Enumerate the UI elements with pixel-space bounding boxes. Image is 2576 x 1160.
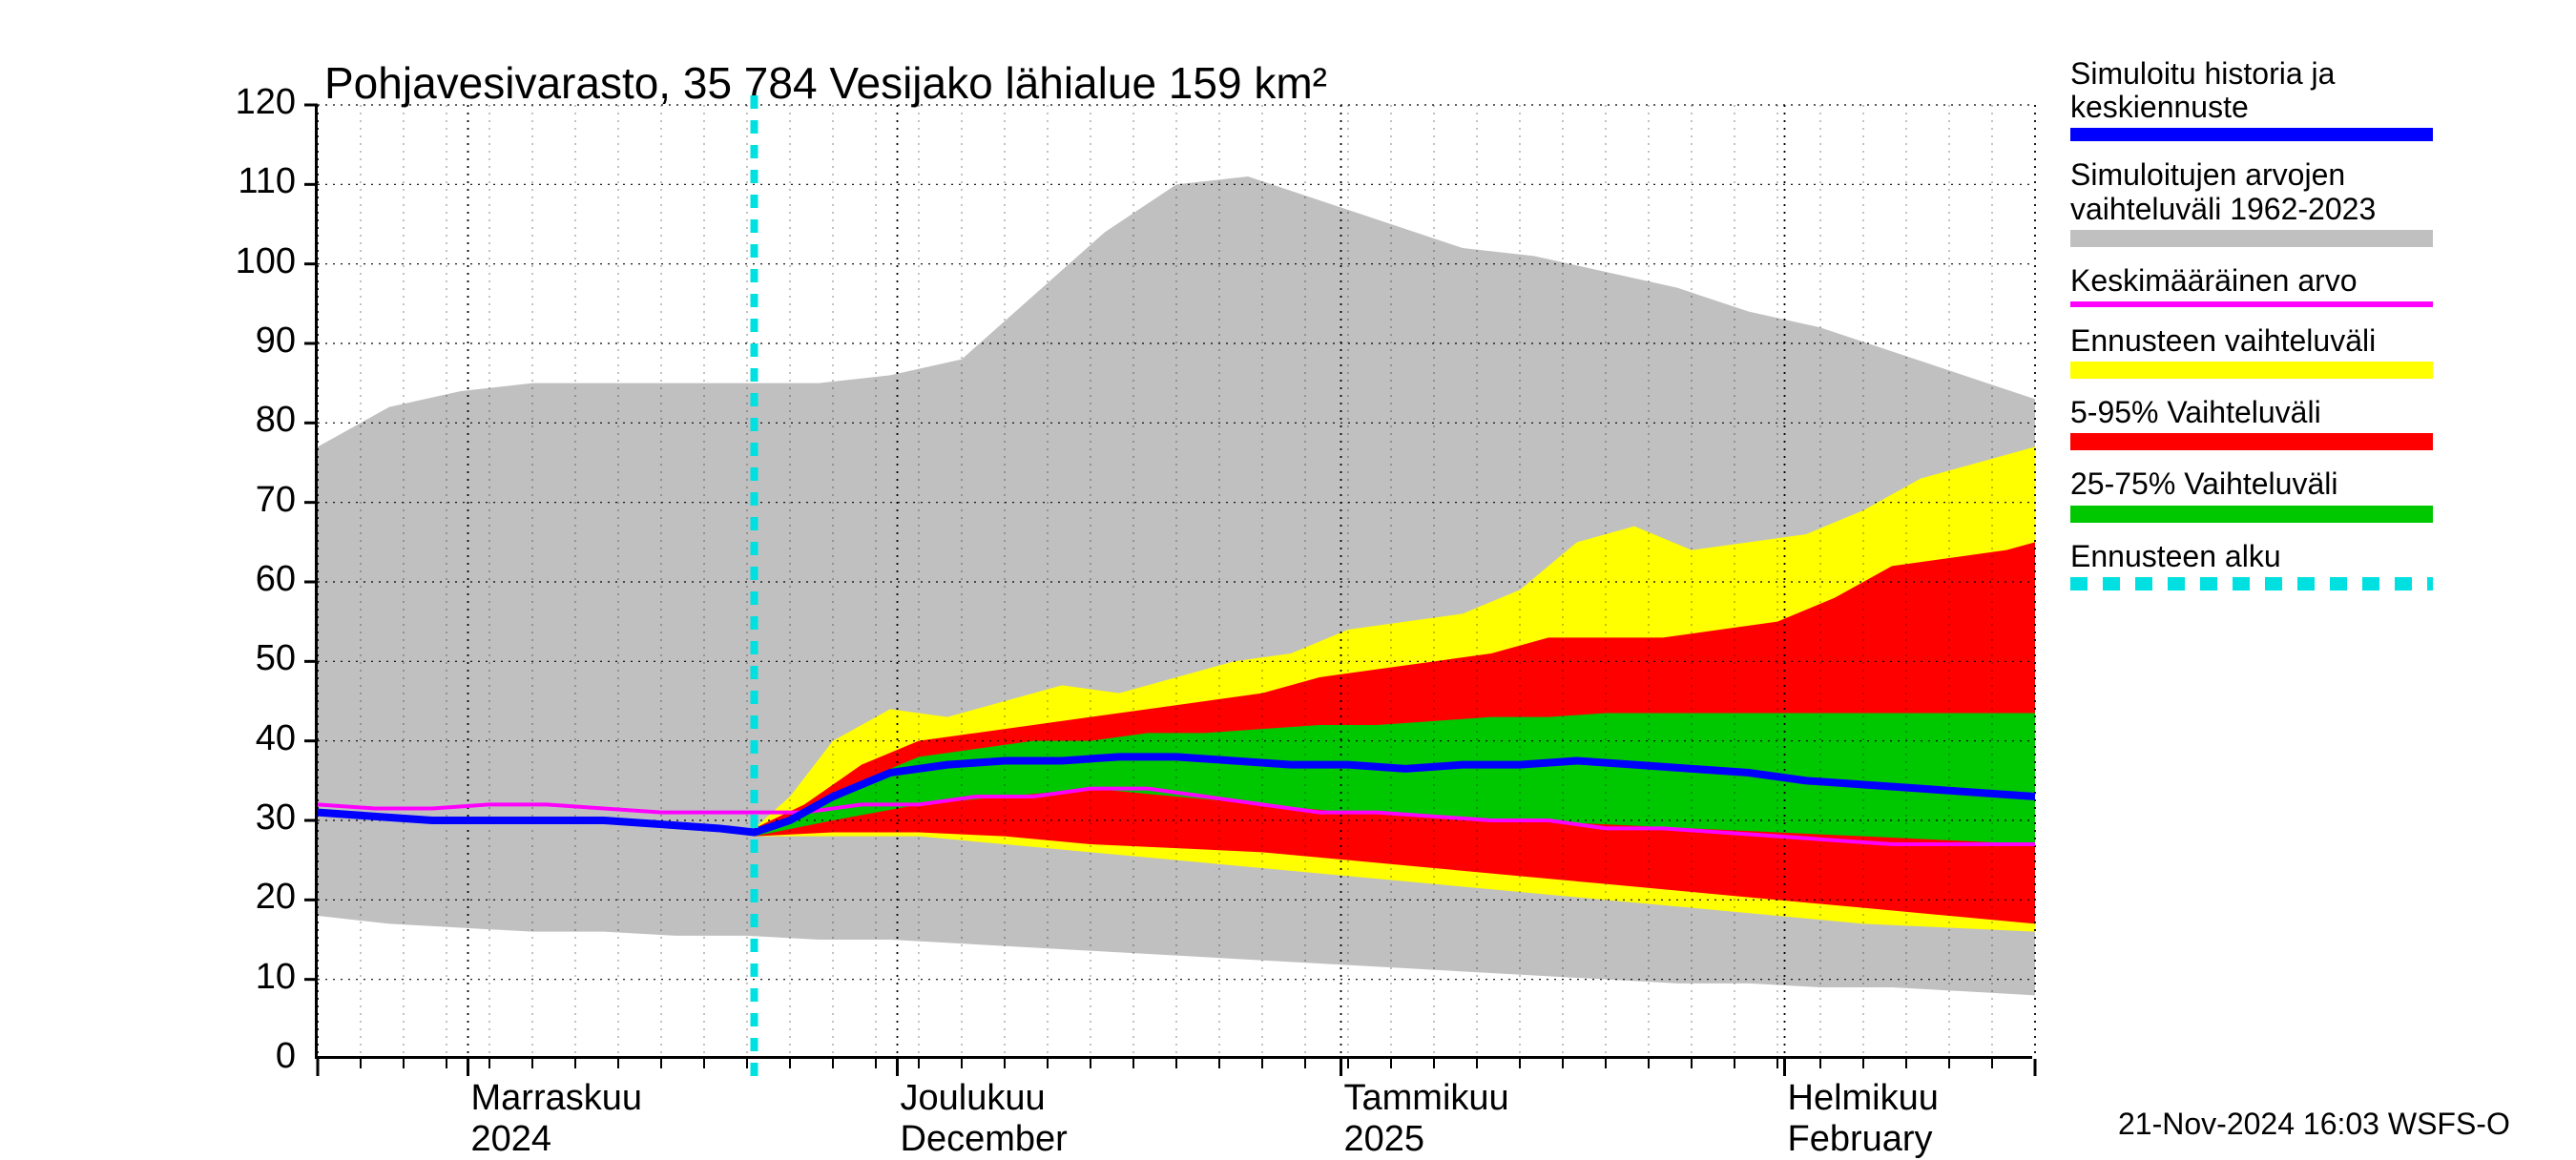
y-tick-label: 30 bbox=[191, 798, 296, 839]
legend-label: Keskimääräinen arvo bbox=[2070, 264, 2433, 298]
x-tick-label: Marraskuu2024 bbox=[471, 1078, 643, 1160]
y-tick-label: 80 bbox=[191, 400, 296, 441]
legend-label: keskiennuste bbox=[2070, 91, 2433, 124]
x-tick-line2: February bbox=[1788, 1119, 1939, 1160]
legend-swatch bbox=[2070, 301, 2433, 307]
x-tick-label: JoulukuuDecember bbox=[901, 1078, 1068, 1160]
x-tick-label: HelmikuuFebruary bbox=[1788, 1078, 1939, 1160]
legend-item: 5-95% Vaihteluväli bbox=[2070, 396, 2433, 450]
y-tick-label: 10 bbox=[191, 957, 296, 998]
legend-label: 5-95% Vaihteluväli bbox=[2070, 396, 2433, 429]
legend-item: Simuloitu historia jakeskiennuste bbox=[2070, 57, 2433, 141]
legend-item: Keskimääräinen arvo bbox=[2070, 264, 2433, 307]
y-tick-label: 90 bbox=[191, 321, 296, 362]
legend-swatch bbox=[2070, 577, 2433, 590]
x-tick-line1: Helmikuu bbox=[1788, 1078, 1939, 1119]
legend-swatch bbox=[2070, 128, 2433, 141]
legend-label: vaihteluväli 1962-2023 bbox=[2070, 193, 2433, 226]
y-tick-label: 110 bbox=[191, 161, 296, 202]
legend-item: Ennusteen alku bbox=[2070, 540, 2433, 590]
y-tick-label: 100 bbox=[191, 241, 296, 282]
y-tick-label: 70 bbox=[191, 480, 296, 521]
x-tick-line2: 2024 bbox=[471, 1119, 643, 1160]
chart-title: Pohjavesivarasto, 35 784 Vesijako lähial… bbox=[324, 57, 1327, 109]
y-tick-label: 40 bbox=[191, 718, 296, 759]
legend-item: Ennusteen vaihteluväli bbox=[2070, 324, 2433, 379]
y-tick-label: 50 bbox=[191, 638, 296, 679]
chart-container: Pohjavesivarasto / Groundwater storage m… bbox=[0, 0, 2576, 1145]
x-tick-line1: Tammikuu bbox=[1344, 1078, 1509, 1119]
y-tick-label: 0 bbox=[191, 1036, 296, 1077]
legend-swatch bbox=[2070, 362, 2433, 379]
legend-swatch bbox=[2070, 230, 2433, 247]
y-tick-label: 60 bbox=[191, 559, 296, 600]
x-tick-line2: 2025 bbox=[1344, 1119, 1509, 1160]
legend-label: Simuloitujen arvojen bbox=[2070, 158, 2433, 192]
x-tick-line1: Marraskuu bbox=[471, 1078, 643, 1119]
x-tick-line1: Joulukuu bbox=[901, 1078, 1068, 1119]
plot-area bbox=[315, 105, 2032, 1059]
legend: Simuloitu historia jakeskiennusteSimuloi… bbox=[2070, 57, 2433, 608]
plot-svg bbox=[318, 105, 2035, 1059]
y-tick-label: 20 bbox=[191, 877, 296, 918]
legend-label: 25-75% Vaihteluväli bbox=[2070, 467, 2433, 501]
legend-item: 25-75% Vaihteluväli bbox=[2070, 467, 2433, 522]
legend-item: Simuloitujen arvojenvaihteluväli 1962-20… bbox=[2070, 158, 2433, 246]
legend-label: Ennusteen alku bbox=[2070, 540, 2433, 573]
x-tick-label: Tammikuu2025 bbox=[1344, 1078, 1509, 1160]
legend-label: Ennusteen vaihteluväli bbox=[2070, 324, 2433, 358]
legend-swatch bbox=[2070, 506, 2433, 523]
legend-swatch bbox=[2070, 433, 2433, 450]
y-tick-label: 120 bbox=[191, 82, 296, 123]
x-tick-line2: December bbox=[901, 1119, 1068, 1160]
footer-timestamp: 21-Nov-2024 16:03 WSFS-O bbox=[2118, 1107, 2510, 1142]
legend-label: Simuloitu historia ja bbox=[2070, 57, 2433, 91]
